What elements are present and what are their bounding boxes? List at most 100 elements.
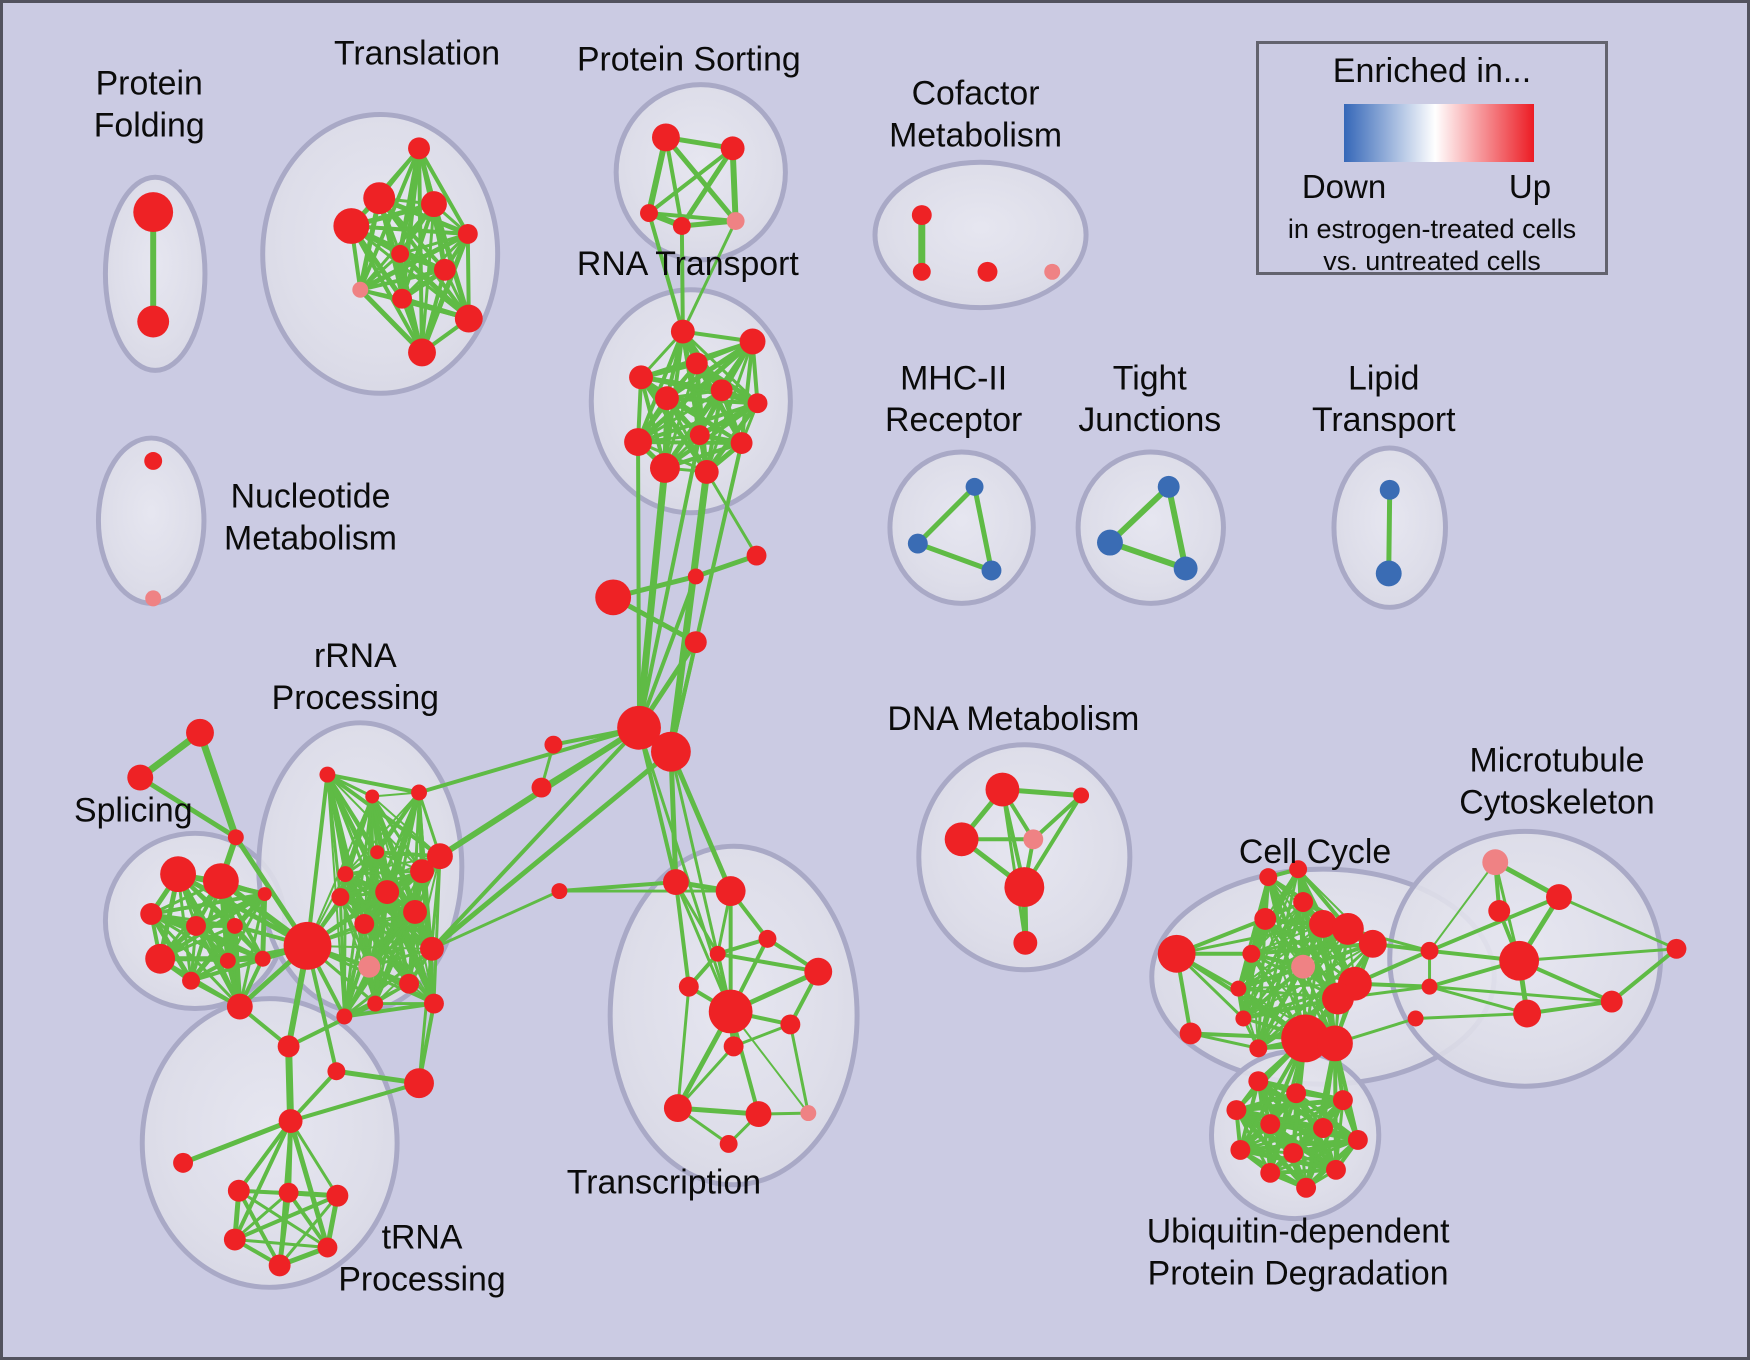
node-47 [365, 789, 380, 804]
node-123 [1358, 929, 1387, 958]
node-91 [617, 705, 661, 750]
node-10 [392, 288, 413, 309]
edge [676, 985, 691, 1110]
node-68 [278, 1182, 299, 1203]
edge [260, 891, 268, 962]
node-55 [375, 880, 400, 905]
cluster-splicing-label: Splicing [74, 791, 192, 829]
node-58 [358, 955, 381, 978]
cluster-trna-processing-label: tRNA [382, 1218, 463, 1256]
node-28 [1379, 479, 1400, 500]
edge [343, 872, 434, 951]
node-131 [1259, 868, 1278, 887]
node-142 [1666, 938, 1687, 959]
node-54 [354, 913, 375, 934]
node-89 [746, 545, 767, 566]
edge [349, 224, 470, 236]
node-100 [678, 976, 699, 997]
edge [715, 951, 821, 974]
cluster-protein-folding-label: Protein [96, 65, 203, 103]
node-52 [410, 859, 434, 884]
edge [679, 218, 739, 229]
node-132 [1289, 860, 1308, 879]
cluster-tight-junctions-label: Junctions [1078, 401, 1221, 439]
node-61 [336, 1008, 353, 1025]
legend-title: Enriched in... [1332, 52, 1532, 90]
node-129 [1235, 1010, 1252, 1027]
edge [1414, 1012, 1529, 1020]
node-138 [1488, 900, 1511, 922]
node-33 [127, 764, 154, 791]
node-108 [719, 1134, 738, 1153]
node-48 [411, 784, 427, 801]
node-53 [331, 888, 350, 906]
node-80 [710, 379, 733, 402]
node-49 [370, 845, 385, 860]
edge [288, 1081, 422, 1124]
node-149 [1347, 1130, 1368, 1150]
node-63 [423, 993, 444, 1014]
edge [1242, 868, 1300, 1020]
node-20 [977, 261, 998, 282]
node-98 [758, 929, 777, 948]
node-102 [708, 989, 753, 1034]
node-75 [670, 319, 695, 344]
node-130 [1249, 1039, 1268, 1058]
edge [1241, 996, 1340, 1021]
edge [158, 892, 267, 961]
edge [637, 725, 678, 885]
node-135 [1407, 1010, 1424, 1027]
node-8 [433, 258, 456, 281]
node-119 [1242, 944, 1261, 963]
node-95 [551, 883, 568, 900]
edge [1257, 876, 1270, 1050]
node-19 [912, 262, 931, 281]
cluster-cofactor-metabolism-ellipse [872, 159, 1089, 311]
edge [196, 729, 240, 841]
node-31 [145, 590, 162, 607]
edge [674, 880, 733, 1014]
edge [338, 895, 434, 951]
node-3 [363, 182, 396, 215]
node-96 [662, 869, 689, 896]
edge [788, 1022, 810, 1115]
edge [342, 1001, 436, 1019]
cluster-microtubule-cytoskeleton-label: Cytoskeleton [1459, 783, 1655, 821]
node-116 [1179, 1022, 1202, 1045]
edge [358, 146, 422, 292]
edge [349, 224, 424, 355]
node-139 [1499, 940, 1540, 981]
edge [668, 749, 734, 894]
node-144 [1286, 1083, 1307, 1104]
edge [325, 772, 422, 795]
edge [637, 726, 733, 1014]
edge [175, 871, 311, 949]
cluster-tight-junctions-label: Tight [1113, 359, 1188, 397]
node-11 [454, 304, 483, 333]
cluster-mhc-ii-receptor-ellipse [887, 449, 1036, 606]
node-86 [694, 459, 719, 484]
node-77 [685, 352, 708, 375]
node-134 [1421, 978, 1438, 995]
node-4 [421, 191, 447, 218]
edge [1304, 1041, 1337, 1190]
node-24 [981, 560, 1002, 581]
node-7 [391, 244, 410, 263]
cluster-cofactor-metabolism-label: Metabolism [889, 116, 1062, 154]
node-110 [1073, 787, 1090, 804]
edge [289, 1119, 339, 1198]
edge [635, 339, 756, 445]
cluster-transcription-label: Transcription [567, 1164, 761, 1202]
node-34 [227, 829, 244, 846]
node-136 [1482, 849, 1509, 876]
node-128 [1230, 980, 1247, 997]
node-42 [219, 952, 236, 969]
edge [236, 1119, 293, 1193]
edge [647, 211, 685, 334]
edge [278, 1194, 339, 1267]
edge [1236, 987, 1340, 1001]
node-38 [186, 915, 206, 936]
node-126 [1281, 1014, 1329, 1063]
edge [679, 145, 736, 229]
edge [417, 725, 642, 795]
